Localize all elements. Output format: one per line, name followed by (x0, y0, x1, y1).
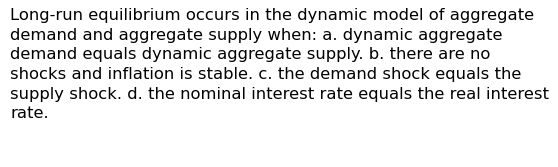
Text: Long-run equilibrium occurs in the dynamic model of aggregate
demand and aggrega: Long-run equilibrium occurs in the dynam… (10, 8, 549, 121)
